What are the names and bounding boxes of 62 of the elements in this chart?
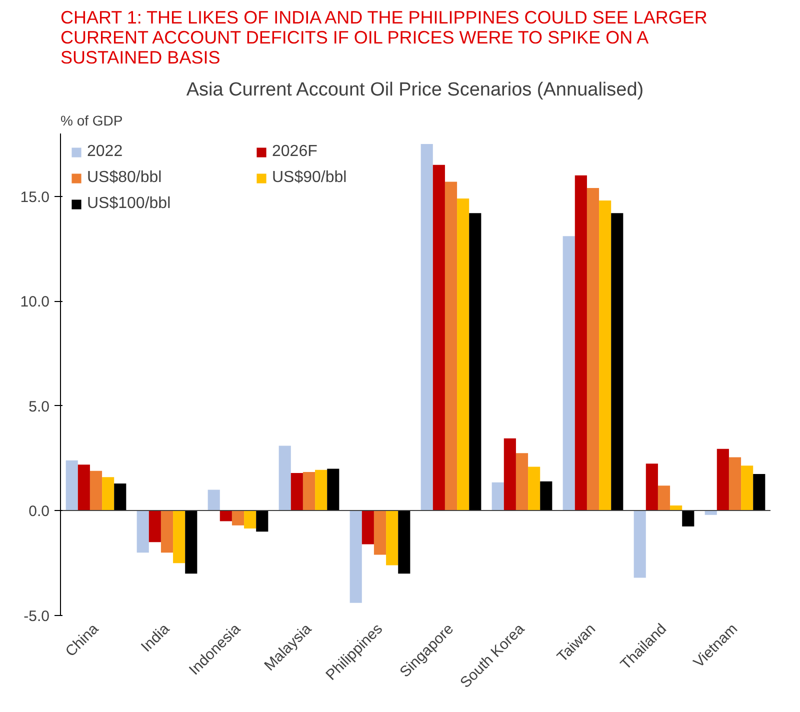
bar bbox=[278, 446, 291, 511]
bar bbox=[148, 510, 161, 542]
bar bbox=[136, 510, 149, 553]
y-axis-title: % of GDP bbox=[60, 112, 123, 128]
bar bbox=[420, 144, 433, 511]
legend-label: 2026F bbox=[272, 143, 318, 161]
bar bbox=[114, 483, 126, 511]
bar bbox=[302, 472, 316, 511]
bar bbox=[362, 510, 374, 544]
bar bbox=[232, 510, 244, 526]
bar bbox=[256, 510, 268, 532]
bar bbox=[528, 466, 540, 511]
bar bbox=[220, 510, 232, 522]
bar bbox=[658, 486, 670, 511]
bar bbox=[562, 236, 575, 511]
bar bbox=[540, 481, 552, 511]
y-tick-label: -5.0 bbox=[24, 608, 50, 625]
legend-label: US$100/bbl bbox=[87, 195, 172, 213]
bar bbox=[398, 510, 410, 574]
bar bbox=[78, 464, 90, 511]
bar bbox=[350, 510, 362, 603]
bar bbox=[244, 510, 256, 529]
bar bbox=[160, 510, 174, 553]
bar bbox=[315, 470, 328, 511]
chart-subtitle: Asia Current Account Oil Price Scenarios (Annualised) bbox=[186, 80, 644, 100]
bar bbox=[66, 460, 78, 511]
chart-title: CHART 1: THE LIKES OF INDIA AND THE PHILIPPINES COULD SEE LARGER CURRENT ACCOUNT DEFICITS IF OIL PRICES WERE TO SPIKE ON A SUSTAINED BASIS bbox=[60, 8, 708, 68]
y-tick-label: 5.0 bbox=[28, 398, 50, 416]
bar bbox=[704, 510, 717, 515]
bar bbox=[173, 510, 186, 564]
bar bbox=[457, 198, 470, 511]
bar bbox=[599, 200, 612, 511]
bar bbox=[516, 453, 528, 511]
bar bbox=[728, 457, 742, 511]
bar bbox=[504, 438, 516, 511]
bar bbox=[492, 482, 504, 511]
bar bbox=[432, 164, 445, 511]
bar bbox=[716, 448, 729, 511]
bar bbox=[753, 474, 766, 511]
legend-label: 2022 bbox=[87, 143, 124, 161]
bar bbox=[90, 470, 102, 511]
bar bbox=[185, 510, 198, 574]
legend-label: US$80/bbl bbox=[87, 169, 163, 187]
bar bbox=[574, 175, 587, 511]
bar bbox=[682, 510, 694, 526]
bar bbox=[741, 466, 754, 511]
bar bbox=[634, 510, 646, 578]
bar bbox=[586, 188, 600, 511]
bar bbox=[102, 477, 114, 511]
bar bbox=[386, 510, 398, 566]
bar bbox=[208, 490, 220, 511]
bar bbox=[290, 472, 303, 511]
y-tick-label: 10.0 bbox=[20, 294, 50, 311]
bar bbox=[327, 468, 340, 511]
bar bbox=[469, 213, 482, 511]
y-tick-label: 15.0 bbox=[20, 188, 50, 206]
bar bbox=[646, 464, 658, 511]
bar bbox=[374, 510, 386, 555]
bar bbox=[611, 213, 624, 511]
y-tick-label: 0.0 bbox=[28, 503, 50, 520]
legend-label: US$90/bbl bbox=[272, 169, 348, 187]
bar bbox=[444, 182, 458, 511]
